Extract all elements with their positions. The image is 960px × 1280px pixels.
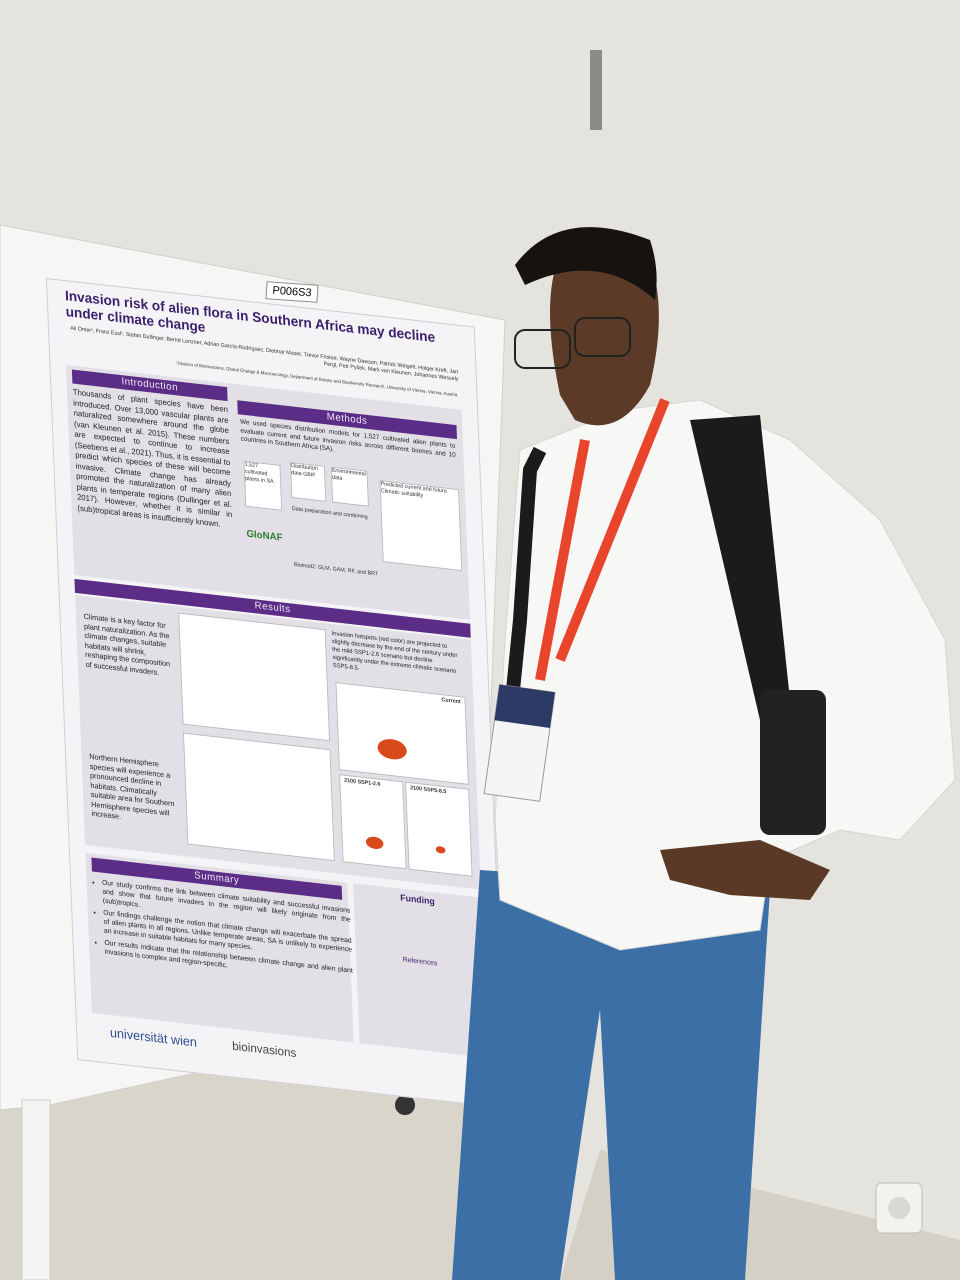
socket	[888, 1197, 910, 1219]
lanyard	[555, 398, 670, 662]
hair	[515, 227, 657, 300]
board-leg	[21, 1099, 51, 1280]
wheel	[395, 1095, 415, 1115]
badge-header	[494, 684, 555, 729]
wall-mark	[590, 50, 602, 130]
backpack-strap	[690, 415, 790, 720]
jeans	[452, 870, 770, 1280]
backpack-strap	[503, 446, 547, 721]
hand	[660, 840, 830, 900]
glasses	[514, 329, 571, 369]
glasses	[574, 317, 631, 357]
backpack	[760, 690, 826, 835]
lanyard	[535, 439, 590, 681]
